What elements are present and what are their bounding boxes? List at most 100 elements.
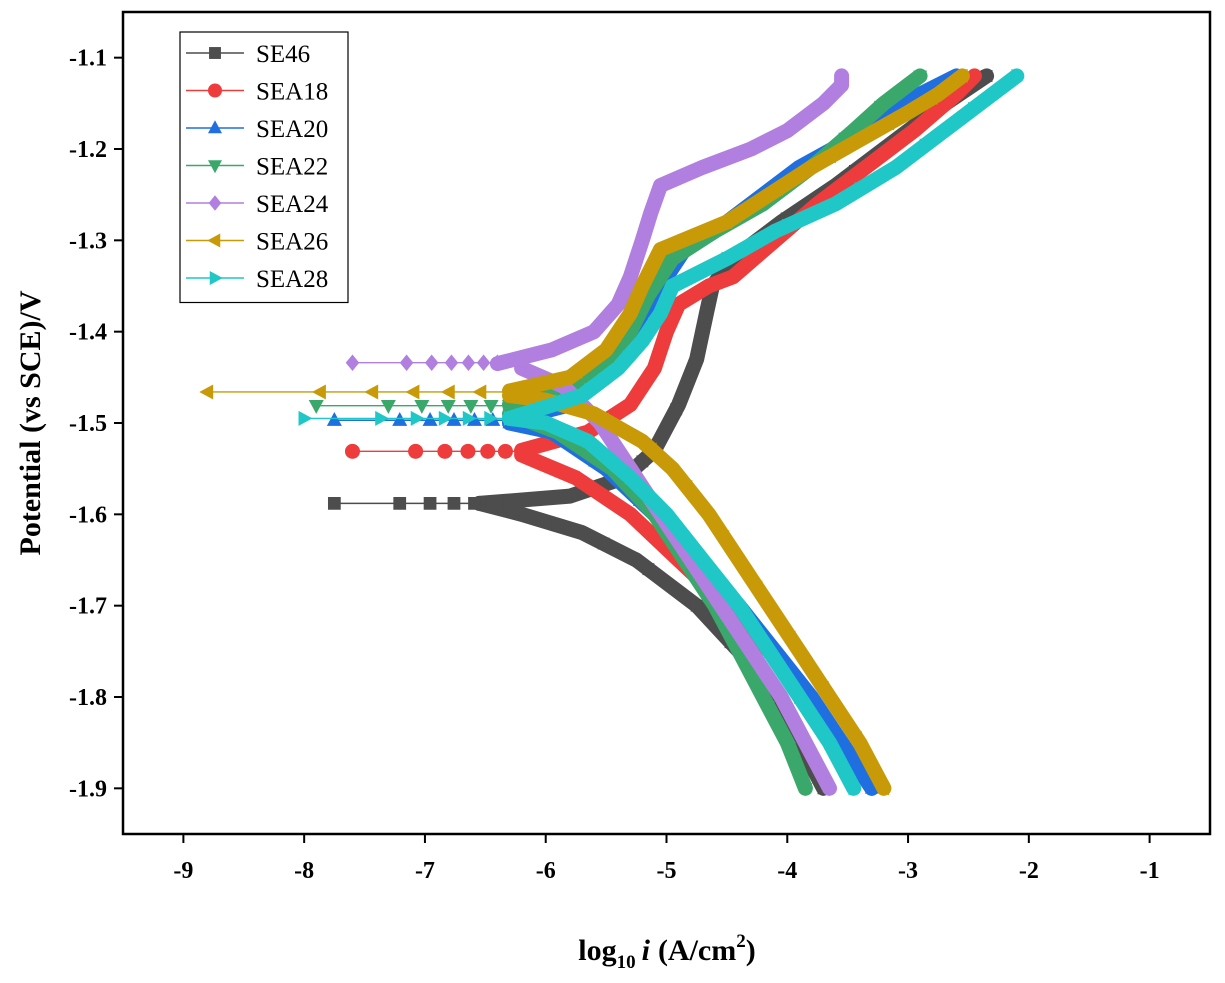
- series-sea26-cathodic-marker: [849, 731, 862, 746]
- series-sea28: [298, 68, 1025, 796]
- legend-marker-sea28: [209, 271, 223, 285]
- legend-item-sea20: SEA20: [186, 116, 328, 143]
- series-sea26-anodic-marker: [954, 68, 968, 83]
- y-tick-label: -1.8: [69, 685, 107, 711]
- series-sea26-anodic-marker: [769, 182, 783, 197]
- series-sea26-cathodic-marker: [595, 412, 609, 427]
- legend-item-sea22: SEA22: [186, 154, 328, 181]
- x-tick-label: -5: [657, 858, 677, 884]
- series-sea28-anodic-marker: [854, 182, 868, 197]
- series-sea28-cathodic-marker: [733, 598, 747, 613]
- series-sea28-anodic-marker: [622, 350, 636, 365]
- series-se46-cathodic-marker: [597, 537, 610, 550]
- x-axis-title-unit: (A/cm: [658, 934, 736, 967]
- series-se46-cathodic-marker: [551, 519, 564, 532]
- series-sea18-spike-marker: [344, 443, 360, 459]
- series-sea22-spike-marker: [414, 400, 430, 414]
- series-se46-anodic-marker: [692, 343, 705, 356]
- axis-layer: -9 -8 -7 -6 -5 -4 -3 -2 -1 -1.1 -1.2 -1.3 -1.4 -1.5 -1…: [69, 46, 1160, 884]
- legend-label-sea28: SEA28: [256, 266, 328, 293]
- legend-item-sea24: SEA24: [186, 191, 329, 218]
- x-tick-label: -4: [777, 858, 797, 884]
- series-sea24-cathodic-marker: [744, 643, 758, 660]
- series-sea24-spike-marker: [424, 354, 439, 371]
- y-tick-label: -1.3: [69, 228, 107, 254]
- series-se46-spike-marker: [447, 496, 461, 510]
- y-tick-label: -1.9: [69, 776, 107, 802]
- series-sea26-anodic-marker: [569, 364, 583, 379]
- series-sea28-cathodic-marker: [697, 553, 711, 567]
- x-tick-label: -9: [173, 858, 193, 884]
- series-sea22-spike-marker: [463, 400, 479, 414]
- series-sea18-anodic-marker: [637, 375, 652, 390]
- legend-item-sea28: SEA28: [186, 266, 328, 293]
- series-sea26-spike-marker: [472, 384, 487, 400]
- legend-marker-sea26: [207, 233, 221, 248]
- series-sea24-cathodic-marker: [515, 360, 528, 376]
- legend-label-sea24: SEA24: [256, 191, 329, 218]
- series-sea22-spike-marker: [308, 400, 324, 414]
- series-sea26-cathodic-marker: [749, 580, 763, 595]
- series-sea26-spike-marker: [501, 384, 516, 400]
- series-sea22-cathodic-marker: [739, 659, 754, 673]
- series-sea28-spike-marker: [298, 410, 313, 426]
- y-tick-label: -1.2: [69, 137, 107, 163]
- series-sea26-anodic-marker: [608, 328, 622, 343]
- series-sea28-cathodic-marker: [824, 735, 838, 750]
- series-sea28-spike-marker: [375, 410, 390, 426]
- series-sea22-anodic-marker: [603, 355, 618, 369]
- series-sea24-spike-marker: [345, 354, 360, 371]
- series-sea28-anodic-marker: [968, 101, 981, 116]
- series-sea28-spike-marker: [462, 410, 477, 426]
- series-sea26-cathodic-marker: [643, 442, 657, 457]
- series-sea28-cathodic-marker: [540, 416, 554, 430]
- series-sea24-anodic-marker: [602, 307, 615, 323]
- x-tick-label: -1: [1140, 858, 1160, 884]
- series-sea24-spike-marker: [399, 354, 414, 371]
- x-axis-title-sup: 2: [736, 931, 746, 952]
- x-tick-label: -3: [898, 858, 918, 884]
- series-sea18-cathodic-marker: [601, 492, 616, 507]
- y-tick-label: -1.7: [69, 594, 107, 620]
- legend-item-se46: SE46: [186, 41, 310, 68]
- series-se46-spike-marker: [393, 496, 407, 510]
- legend-marker-sea18: [208, 83, 222, 98]
- x-axis-title-var: i: [642, 934, 651, 967]
- series-sea28-anodic-marker: [919, 138, 933, 153]
- series-sea18-anodic-marker: [677, 293, 692, 308]
- series-sea24-anodic-marker: [687, 163, 701, 179]
- series-sea28-anodic-marker: [647, 317, 661, 332]
- series-se46-cathodic-marker: [642, 563, 655, 576]
- series-sea28-spike-marker: [503, 410, 518, 426]
- legend-box: [179, 31, 349, 304]
- x-axis-title: log10 i (A/cm2): [578, 931, 755, 973]
- series-sea28-spike-marker: [484, 410, 499, 426]
- y-tick-label: -1.6: [69, 502, 107, 528]
- series-sea26-cathodic-marker: [876, 781, 890, 796]
- series-sea26-spike-marker: [364, 384, 379, 400]
- series-sea18-spike-marker: [514, 443, 530, 459]
- y-tick-label: -1.4: [69, 320, 107, 346]
- legend-item-sea26: SEA26: [186, 229, 328, 256]
- series-sea22-spike-marker: [440, 400, 456, 414]
- series-sea28-cathodic-marker: [763, 644, 777, 659]
- legend-label-sea18: SEA18: [256, 79, 328, 106]
- series-sea24-spike-marker: [444, 354, 459, 371]
- series-sea28-spike-marker: [410, 410, 425, 426]
- legend-marker-se46: [209, 47, 221, 59]
- series-sea18-cathodic-marker: [558, 466, 573, 481]
- series-sea26-anodic-marker: [649, 249, 663, 264]
- series-se46-spike-marker: [468, 496, 481, 510]
- series-sea22-spike-marker: [380, 400, 396, 414]
- series-sea26-anodic-marker: [823, 149, 837, 164]
- series-se46-anodic-marker: [703, 293, 716, 306]
- y-tick-label: -1.5: [69, 411, 107, 437]
- series-sea24-cathodic-marker: [823, 780, 836, 797]
- series-sea28-cathodic-marker: [794, 690, 808, 704]
- series-sea24-spike-marker: [476, 354, 491, 371]
- series-sea28-cathodic-marker: [625, 470, 638, 485]
- series-sea24-anodic-marker: [835, 68, 848, 84]
- series-sea18-spike-marker: [437, 443, 453, 459]
- series-sea26-cathodic-marker: [716, 530, 730, 545]
- legend: SE46 SEA18 SEA20 SEA22 SEA24 SEA26 SEA28: [179, 31, 349, 304]
